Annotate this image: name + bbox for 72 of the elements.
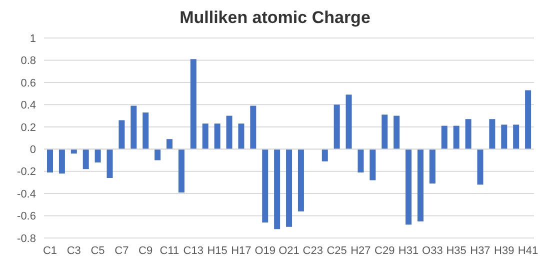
bar (190, 59, 196, 150)
x-tick-label: C25 (326, 244, 347, 257)
bar (513, 124, 520, 150)
x-tick-label: C5 (90, 244, 105, 257)
x-tick-label: H35 (446, 244, 466, 257)
bar (178, 149, 184, 192)
bar (202, 124, 208, 150)
bar (286, 149, 292, 227)
x-tick-label: H41 (518, 244, 538, 257)
bar (441, 126, 448, 150)
bar (382, 114, 388, 150)
bar (322, 149, 328, 162)
chart-title: Mulliken atomic Charge (178, 8, 372, 29)
bar (130, 106, 137, 150)
x-tick-label: C7 (114, 244, 129, 257)
bar (274, 149, 280, 230)
bar (417, 149, 424, 222)
bar (394, 116, 400, 150)
bar (465, 119, 472, 150)
y-tick-label: -0.8 (17, 232, 36, 245)
x-tick-label: H39 (494, 244, 514, 257)
bar (142, 112, 149, 150)
x-tick-label: C29 (374, 244, 395, 257)
bar (429, 149, 436, 184)
bar (358, 149, 364, 172)
bar (82, 149, 89, 170)
bar (525, 90, 532, 150)
y-tick-label: -0.2 (17, 166, 36, 178)
bar (226, 116, 232, 150)
bar (501, 124, 508, 150)
bar (262, 149, 268, 222)
x-tick-label: O21 (278, 244, 300, 257)
y-tick-label: -0.4 (17, 188, 36, 200)
x-tick-label: H27 (350, 244, 371, 257)
bar (250, 106, 256, 150)
y-tick-label: 0.8 (20, 55, 36, 68)
bar (47, 149, 53, 172)
x-tick-label: C11 (160, 244, 180, 257)
bar (214, 124, 220, 150)
bar (406, 149, 412, 225)
x-tick-label: H17 (231, 244, 252, 257)
bar (118, 120, 125, 150)
bar (298, 149, 304, 212)
x-tick-label: H15 (207, 244, 228, 257)
bar (154, 149, 161, 160)
y-tick-label: -0.6 (17, 210, 36, 223)
y-tick-label: 0 (30, 144, 36, 156)
y-tick-label: 0.6 (20, 77, 36, 90)
y-tick-label: 0.2 (20, 122, 36, 134)
bar (346, 94, 352, 150)
x-tick-label: C9 (138, 244, 153, 257)
x-tick-label: O19 (254, 244, 276, 257)
bar (453, 126, 460, 150)
x-tick-label: C1 (42, 244, 58, 257)
x-tick-label: H31 (398, 244, 419, 257)
bar (70, 149, 77, 154)
x-tick-label: C23 (302, 244, 323, 257)
x-tick-label: H37 (470, 244, 490, 257)
bar (477, 149, 484, 185)
bar (58, 149, 65, 174)
bar (106, 149, 113, 178)
bar (370, 149, 376, 180)
x-tick-label: C3 (66, 244, 81, 257)
bar (489, 119, 496, 150)
x-tick-label: C13 (183, 244, 204, 257)
bar (166, 139, 173, 150)
bar (334, 104, 340, 150)
y-tick-label: 0.4 (20, 100, 36, 112)
bar (94, 149, 101, 162)
bar (238, 124, 244, 150)
y-tick-label: 1 (30, 32, 36, 45)
x-tick-label: O33 (422, 244, 443, 257)
